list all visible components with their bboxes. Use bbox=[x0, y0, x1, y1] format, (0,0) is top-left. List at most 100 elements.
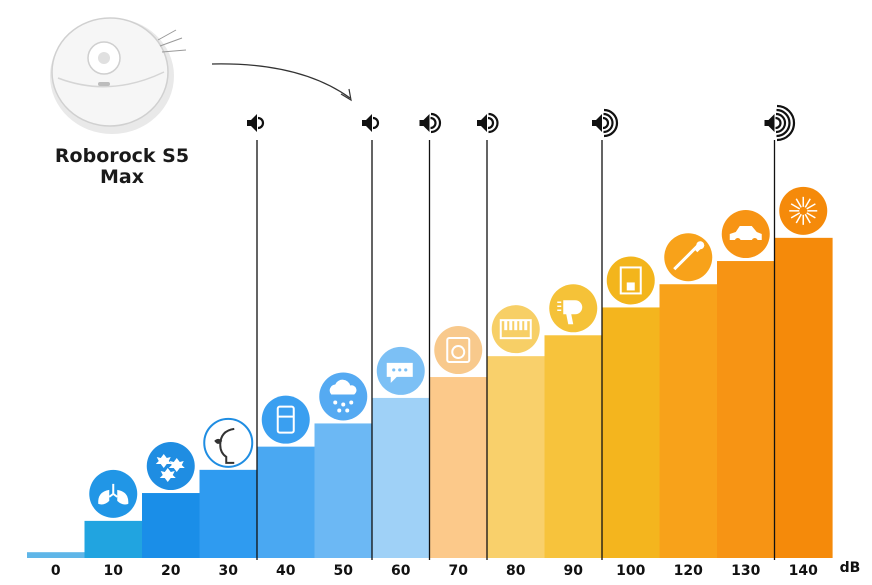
curved-arrow bbox=[211, 63, 351, 99]
rain-drop bbox=[345, 408, 350, 413]
cup bbox=[626, 282, 635, 291]
black-key bbox=[509, 320, 513, 331]
bar-140 bbox=[774, 237, 833, 558]
product-title: Roborock S5 Max bbox=[42, 146, 202, 188]
curved-arrow-head bbox=[340, 88, 352, 102]
x-tick-label: 0 bbox=[51, 563, 61, 579]
car-wheel bbox=[751, 238, 758, 245]
speaker-wave bbox=[776, 104, 796, 142]
bar-40 bbox=[257, 446, 316, 558]
firework-spark bbox=[790, 203, 801, 210]
bubble bbox=[386, 362, 413, 383]
fridge-body bbox=[276, 405, 295, 434]
bar-60 bbox=[372, 397, 431, 558]
speaker-cone bbox=[419, 114, 430, 132]
speaker-cone bbox=[477, 114, 487, 132]
bar-80 bbox=[487, 356, 546, 558]
trumpet-icon bbox=[673, 241, 705, 271]
machine-body bbox=[619, 266, 642, 295]
bar-70 bbox=[429, 377, 488, 558]
lung-right bbox=[117, 489, 129, 505]
bubble-dot bbox=[398, 368, 402, 372]
bar-90 bbox=[544, 335, 603, 558]
speaker-wave bbox=[257, 116, 265, 130]
police-car-icon bbox=[729, 226, 762, 245]
speaker-wave bbox=[602, 116, 610, 130]
dryer bbox=[563, 300, 583, 325]
speaker-wave bbox=[372, 116, 380, 130]
leaf bbox=[155, 454, 172, 469]
lung-left bbox=[98, 489, 110, 505]
whisper-icon bbox=[214, 427, 235, 464]
speaker-wave bbox=[430, 116, 437, 130]
icon-badge-circle bbox=[434, 326, 483, 375]
speaker-icon bbox=[477, 112, 499, 134]
bar-0 bbox=[27, 552, 86, 558]
icon-badge-circle bbox=[203, 417, 254, 468]
firework-spark bbox=[806, 212, 816, 219]
firework-spark bbox=[790, 212, 801, 219]
washing-machine-icon bbox=[446, 337, 471, 364]
speaker-icon bbox=[764, 104, 796, 142]
black-key bbox=[524, 320, 528, 331]
x-tick-label: 30 bbox=[219, 563, 239, 579]
speaker-wave bbox=[775, 116, 782, 130]
icon-badge bbox=[491, 305, 540, 354]
product-name-line2: Max bbox=[100, 166, 144, 188]
rain-drop bbox=[349, 400, 354, 405]
speaker-wave bbox=[603, 108, 619, 138]
rain-drop bbox=[337, 408, 342, 413]
bar-120 bbox=[659, 284, 718, 558]
speech-bubble-icon bbox=[386, 362, 413, 383]
icon-badge bbox=[779, 186, 828, 235]
car-body bbox=[729, 226, 762, 241]
speaker-cone bbox=[764, 114, 775, 132]
piano-keys-icon bbox=[499, 319, 532, 340]
bar-130 bbox=[717, 261, 776, 558]
washer-body bbox=[446, 337, 471, 364]
firework-spark bbox=[806, 203, 816, 210]
falling-leaves-icon bbox=[155, 454, 185, 483]
robot-vacuum-image bbox=[50, 17, 187, 134]
leaf bbox=[159, 468, 176, 483]
robot-button bbox=[98, 82, 110, 86]
icon-badge bbox=[434, 326, 483, 375]
icon-badge bbox=[261, 395, 310, 444]
firework-spark bbox=[804, 213, 811, 224]
icon-badge bbox=[606, 256, 655, 305]
black-key bbox=[504, 320, 508, 331]
speaker-cone bbox=[592, 114, 602, 132]
black-key bbox=[514, 320, 518, 331]
unit-label: dB bbox=[840, 560, 861, 576]
speaker-wave bbox=[775, 112, 787, 134]
x-tick-label: 130 bbox=[731, 563, 760, 579]
icon-badge bbox=[89, 469, 138, 518]
robot-body-seam bbox=[57, 71, 165, 88]
rain-cloud-icon bbox=[329, 379, 357, 413]
x-tick-label: 140 bbox=[789, 563, 818, 579]
firework-spark bbox=[795, 198, 802, 208]
speaker-icon bbox=[592, 108, 619, 138]
icon-badge bbox=[721, 210, 770, 259]
speaker-icon bbox=[419, 112, 442, 134]
x-tick-label: 10 bbox=[104, 563, 124, 579]
x-tick-label: 20 bbox=[161, 563, 181, 579]
lungs-icon bbox=[98, 483, 129, 505]
bar-20 bbox=[142, 493, 201, 558]
car-wheel bbox=[734, 238, 741, 245]
bar-10 bbox=[84, 520, 143, 558]
speaker-wave bbox=[603, 112, 614, 134]
icon-badge-circle bbox=[261, 395, 310, 444]
icon-badge-circle bbox=[319, 372, 368, 421]
trumpet-bell bbox=[696, 241, 705, 250]
robot-lidar-cap bbox=[98, 52, 110, 64]
speaker-icon bbox=[362, 114, 380, 132]
black-key bbox=[519, 320, 523, 331]
bar-50 bbox=[314, 423, 373, 558]
face-profile bbox=[219, 427, 235, 464]
icon-badge bbox=[664, 233, 713, 282]
bubble-dot bbox=[404, 368, 408, 372]
speaker-icon bbox=[247, 114, 265, 132]
